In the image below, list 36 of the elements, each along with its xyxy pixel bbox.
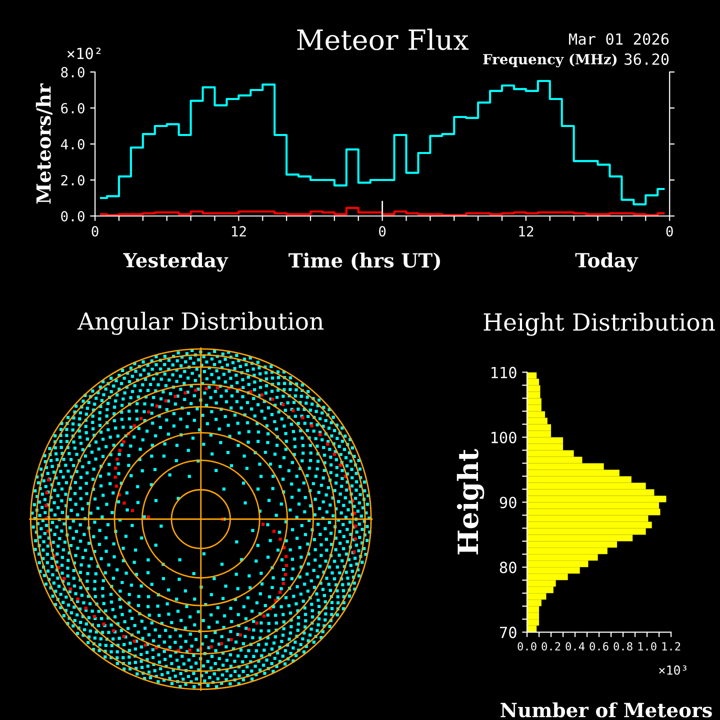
y-axis-title: Height — [456, 448, 484, 554]
y-tick-label: 8.0 — [61, 67, 84, 78]
x-tick-label: 0 — [379, 226, 386, 237]
x-tick-label: 0.8 — [614, 642, 632, 651]
x-tick-label: 12 — [232, 226, 246, 236]
y-axis-title: Meteors/hr — [36, 83, 52, 204]
x-tick-label: 0.2 — [542, 642, 560, 651]
y-tick-label: 4.0 — [60, 139, 84, 150]
text: Mar 01 2026 — [569, 33, 669, 45]
x-axis-title: Number of Meteors — [500, 702, 712, 718]
y-tick-label: 90 — [500, 496, 516, 508]
x-tick-label: 0 — [92, 226, 98, 237]
y-tick-label: 0.0 — [61, 211, 84, 222]
y-tick-label: 110 — [492, 366, 516, 378]
x-tick-label: 1.0 — [638, 642, 656, 651]
x-tick-label: 12 — [519, 226, 534, 236]
y-tick-label: 6.0 — [61, 103, 84, 114]
x-axis-title: Time (hrs UT) — [288, 252, 440, 270]
x-tick-label: 0.6 — [590, 642, 608, 651]
text: ×10² — [67, 48, 101, 60]
text: Today — [575, 252, 638, 272]
x-tick-label: 0.4 — [566, 642, 585, 651]
text: Angular Distribution — [77, 312, 324, 335]
text: Frequency (MHz) — [483, 54, 617, 68]
y-tick-label: 80 — [500, 562, 516, 574]
x-tick-label: 0 — [666, 226, 673, 237]
text: ×10³ — [659, 665, 686, 675]
y-tick-label: 70 — [500, 626, 516, 638]
y-tick-label: 100 — [492, 432, 516, 444]
y-tick-label: 2.0 — [61, 175, 84, 186]
chart-title: Height Distribution — [484, 312, 715, 336]
text: 36.20 — [624, 53, 669, 65]
x-tick-label: 0.0 — [518, 642, 536, 651]
text: Yesterday — [123, 252, 228, 272]
chart-title: Meteor Flux — [297, 28, 468, 50]
x-tick-label: 1.2 — [662, 642, 680, 650]
